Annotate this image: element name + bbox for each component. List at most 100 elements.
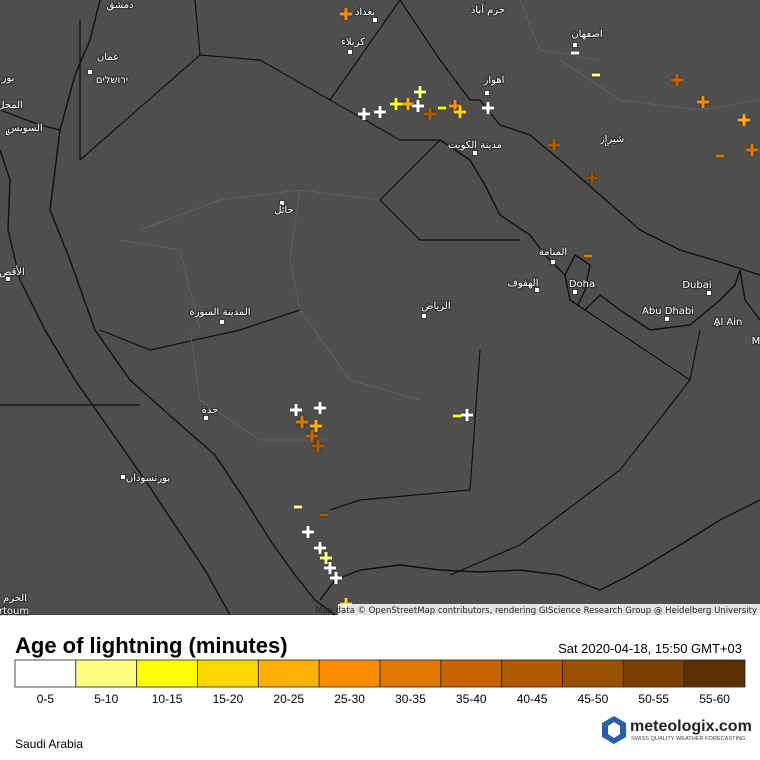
- legend-swatch: [75, 659, 138, 688]
- city-label: كربلاء: [341, 37, 365, 48]
- city-dot: [550, 259, 556, 265]
- city-label: بورتسودان: [126, 473, 170, 484]
- lightning-strike: [320, 552, 332, 564]
- lightning-strike: [374, 106, 386, 118]
- city-labels: دمشق بغداد خرم آباد كربلاء اصفهان عمان ירושלים…: [0, 0, 760, 618]
- city-label: المحل: [0, 100, 23, 111]
- lightning-strike: [697, 96, 709, 108]
- city-dot: [572, 42, 578, 48]
- lightning-strike: [324, 562, 336, 574]
- city-dot: [347, 49, 353, 55]
- city-dot: [715, 321, 721, 327]
- coastlines: [0, 0, 760, 616]
- legend-swatch: [136, 659, 198, 688]
- lightning-strike: [454, 106, 466, 118]
- city-label: بور: [1, 73, 15, 84]
- lightning-strike: [314, 402, 326, 414]
- provinces: [119, 0, 760, 441]
- city-label: المنامة: [539, 247, 567, 258]
- lightning-strike: [414, 86, 426, 98]
- legend-label: 55-60: [699, 692, 730, 706]
- lightning-strike: [746, 144, 758, 156]
- legend-swatch: [14, 659, 77, 688]
- timestamp: Sat 2020-04-18, 15:50 GMT+03: [558, 641, 742, 656]
- city-dot: [421, 313, 427, 319]
- city-dot: [219, 319, 225, 325]
- brand-name: meteologix.com: [630, 718, 752, 735]
- legend-swatch: [501, 659, 563, 688]
- city-dot: [87, 69, 93, 75]
- legend-label: 20-25: [273, 692, 304, 706]
- city-dot: [534, 287, 540, 293]
- city-label: rtoum: [0, 606, 29, 617]
- lightning-strike: [738, 114, 750, 126]
- city-label: مدينة الكويت: [448, 140, 502, 151]
- city-dot: [572, 289, 578, 295]
- city-label: اهواز: [483, 75, 505, 86]
- legend-label: 45-50: [578, 692, 609, 706]
- lightning-strike: [671, 74, 683, 86]
- region-name: Saudi Arabia: [15, 737, 83, 751]
- city-dot: [484, 90, 490, 96]
- city-dot: [5, 276, 11, 282]
- legend-title: Age of lightning (minutes): [15, 633, 288, 658]
- city-label: Dubai: [682, 280, 711, 291]
- lightning-strike: [302, 526, 314, 538]
- lightning-strike: [586, 172, 598, 184]
- lightning-strike: [390, 98, 402, 110]
- legend-label: 0-5: [37, 692, 55, 706]
- legend-swatch: [440, 659, 503, 688]
- city-label: Abu Dhabi: [642, 306, 694, 317]
- city-dot: [5, 130, 11, 136]
- lightning-strike: [461, 409, 473, 421]
- city-label: عمان: [97, 52, 119, 63]
- legend-swatch: [622, 659, 685, 688]
- legend-label: 5-10: [94, 692, 118, 706]
- lightning-strike: [358, 108, 370, 120]
- city-label: الأقص: [0, 265, 25, 278]
- lightning-strike: [412, 100, 424, 112]
- legend-label: 25-30: [334, 692, 365, 706]
- legend-label: 10-15: [152, 692, 183, 706]
- city-label: شيراز: [599, 134, 625, 145]
- borders: [0, 0, 701, 576]
- city-dot: [472, 150, 478, 156]
- lightning-strike: [312, 440, 324, 452]
- city-dot: [279, 200, 285, 206]
- city-label: ירושלים: [96, 75, 128, 86]
- city-label: اصفهان: [571, 29, 602, 40]
- lightning-strike: [290, 404, 302, 416]
- city-dot: [604, 141, 610, 147]
- city-label: بغداد: [355, 7, 375, 18]
- legend-label: 30-35: [395, 692, 426, 706]
- lightning-strike: [310, 420, 322, 432]
- city-dot: [706, 290, 712, 296]
- map-background: [0, 0, 760, 615]
- city-label: خرم آباد: [471, 3, 505, 16]
- lightning-strike: [548, 139, 560, 151]
- lightning-strike: [424, 108, 436, 120]
- attribution: Map data © OpenStreetMap contributors, r…: [315, 606, 757, 616]
- legend-swatch: [562, 659, 624, 688]
- city-dot: [203, 415, 209, 421]
- city-label: السويس: [7, 123, 42, 134]
- city-label: Doha: [569, 279, 595, 290]
- logo-icon-inner: [608, 722, 620, 738]
- brand-tagline: SWISS QUALITY WEATHER FORECASTING: [631, 736, 745, 742]
- city-dot: [120, 474, 126, 480]
- lightning-strike: [482, 102, 494, 114]
- city-label: حائل: [274, 205, 294, 216]
- lightning-strike: [330, 572, 342, 584]
- legend-swatch: [257, 659, 320, 688]
- legend-swatch: [379, 659, 442, 688]
- legend-swatch: [197, 659, 259, 688]
- lightning-strike: [340, 8, 352, 20]
- lightning-strike: [314, 542, 326, 554]
- legend-label: 40-45: [517, 692, 548, 706]
- lightning-strike: [306, 430, 318, 442]
- attribution-bg: [338, 604, 760, 615]
- logo: meteologix.com SWISS QUALITY WEATHER FOR…: [602, 716, 752, 744]
- city-label: جدة: [202, 405, 219, 416]
